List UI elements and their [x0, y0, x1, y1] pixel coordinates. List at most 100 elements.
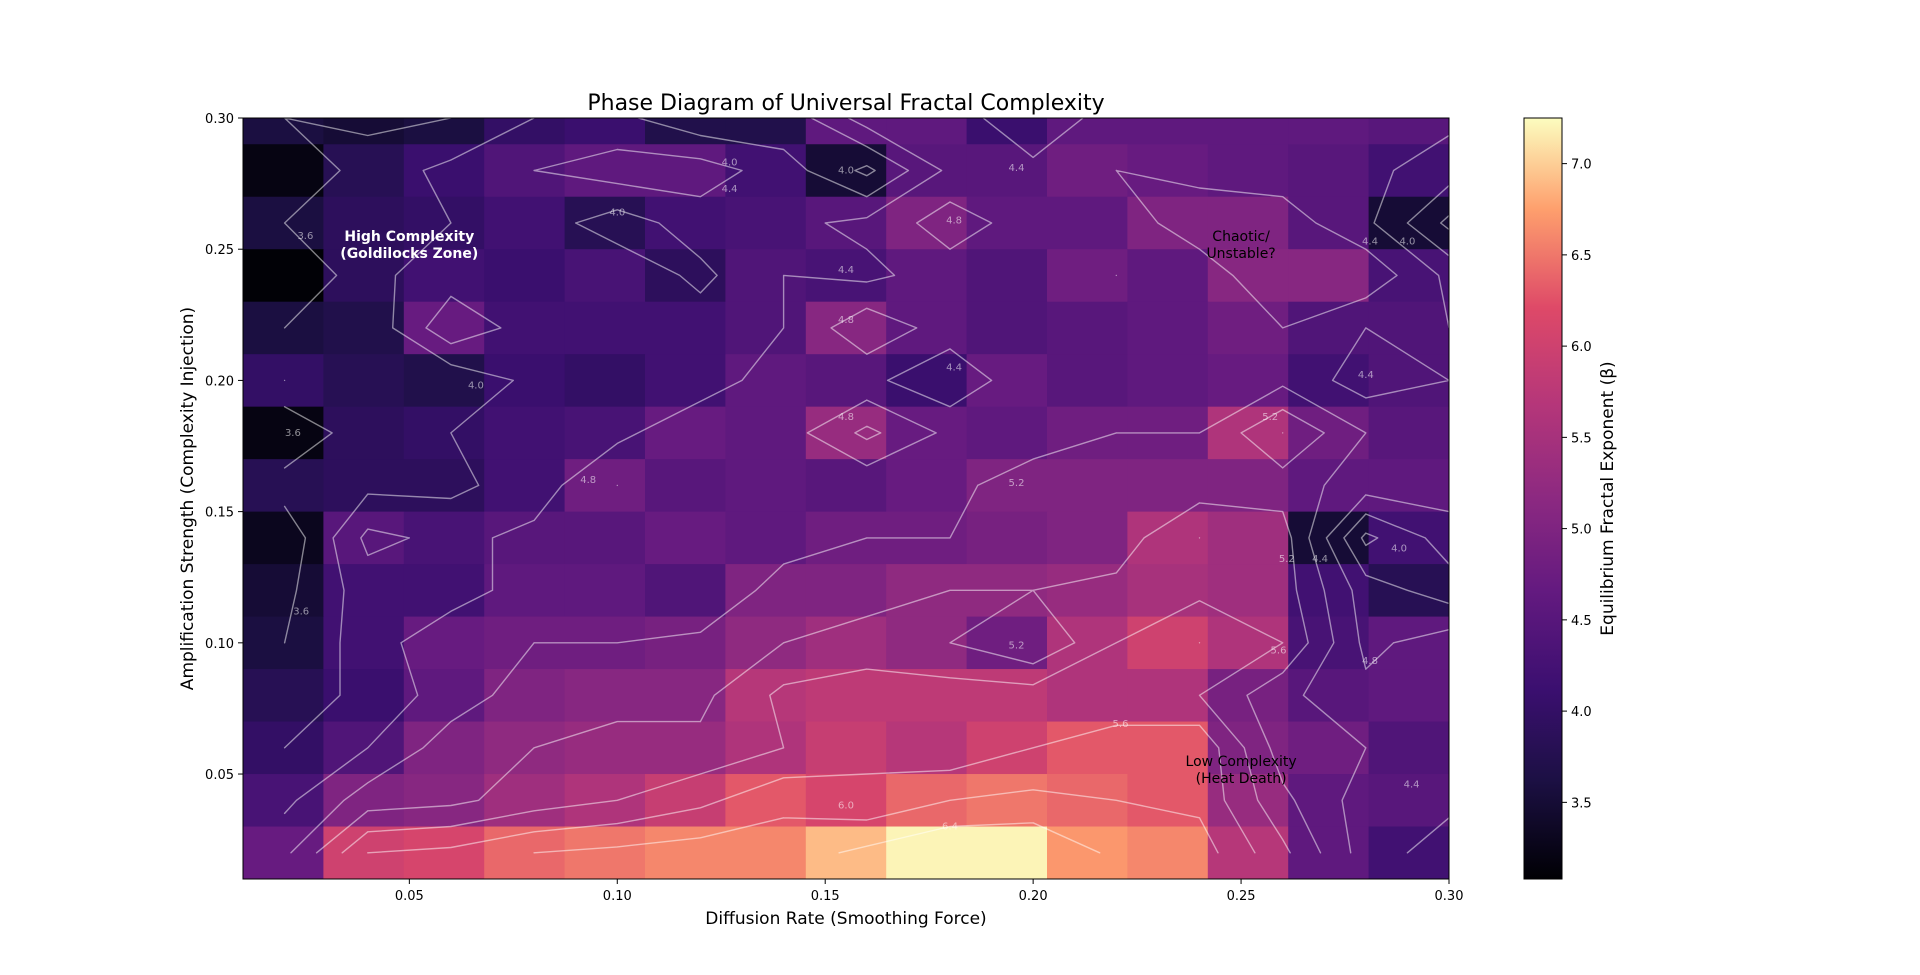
heatmap-cell: [1368, 301, 1449, 355]
heatmap-cell: [1207, 301, 1289, 355]
contour-label: 4.4: [1404, 780, 1420, 791]
x-tick-label: 0.10: [603, 889, 632, 904]
heatmap-cell: [1288, 669, 1370, 723]
heatmap-cell: [323, 564, 405, 618]
contour-label: 4.4: [946, 362, 962, 373]
heatmap-cell: [243, 564, 324, 618]
heatmap-cell: [323, 511, 405, 565]
heatmap-cell: [1288, 459, 1370, 513]
heatmap-cell: [805, 249, 887, 303]
contour-label: 5.6: [1271, 646, 1287, 657]
heatmap-cell: [243, 826, 324, 879]
heatmap-cell: [1207, 144, 1289, 198]
contour-line: [283, 118, 1449, 854]
chart-title: Phase Diagram of Universal Fractal Compl…: [587, 91, 1104, 116]
colorbar-tick-label: 4.0: [1571, 705, 1592, 720]
heatmap-cell: [484, 354, 566, 408]
annotation-line: High Complexity: [344, 229, 474, 245]
contour-label: 4.0: [838, 166, 854, 177]
heatmap-cell: [1207, 826, 1289, 879]
heatmap-cell: [1207, 774, 1289, 828]
heatmap-cell: [403, 118, 485, 145]
heatmap-cell: [645, 564, 726, 618]
heatmap-cell: [886, 196, 968, 250]
heatmap-cell: [1207, 406, 1289, 460]
heatmap-cell: [1207, 196, 1289, 250]
colorbar-tick-label: 4.5: [1571, 614, 1592, 629]
heatmap-cell: [966, 406, 1048, 460]
heatmap-cell: [1207, 564, 1289, 618]
contour-line: [838, 822, 1101, 854]
annotation-line: Low Complexity: [1186, 754, 1297, 770]
contour-label: 4.4: [1358, 370, 1374, 381]
contour-label: 4.0: [609, 208, 625, 219]
heatmap-cell: [323, 459, 405, 513]
heatmap-cell: [1127, 774, 1209, 828]
y-tick-label: 0.15: [205, 506, 234, 521]
x-tick-label: 0.15: [811, 889, 840, 904]
contour-label: 4.8: [1362, 656, 1378, 667]
heatmap-cell: [1288, 196, 1370, 250]
contour-label: 4.0: [1391, 543, 1407, 554]
contour-label: 5.2: [1279, 554, 1295, 565]
heatmap-cell: [1127, 459, 1209, 513]
annotation-line: Chaotic/: [1212, 229, 1270, 245]
heatmap-cells: [243, 118, 1449, 879]
heatmap-cell: [1288, 774, 1370, 828]
heatmap-cell: [564, 354, 646, 408]
heatmap-cell: [966, 774, 1048, 828]
colorbar-tick-label: 7.0: [1571, 158, 1592, 173]
heatmap-cell: [1127, 118, 1209, 145]
heatmap-cell: [564, 118, 646, 145]
contour-label: 6.4: [942, 822, 958, 833]
heatmap-cell: [1207, 511, 1289, 565]
heatmap-cell: [886, 249, 968, 303]
heatmap-cell: [564, 196, 646, 250]
heatmap-cell: [966, 144, 1048, 198]
heatmap-cell: [886, 669, 968, 723]
heatmap-cell: [1288, 249, 1370, 303]
heatmap-cell: [1288, 118, 1370, 145]
heatmap-cell: [564, 826, 646, 879]
colorbar-label: Equilibrium Fractal Exponent (β): [1598, 361, 1618, 635]
heatmap-cell: [645, 511, 726, 565]
heatmap-cell: [725, 721, 807, 775]
heatmap-cell: [403, 354, 485, 408]
heatmap-cell: [725, 616, 807, 670]
heatmap-cell: [805, 196, 887, 250]
heatmap-cell: [1368, 144, 1449, 198]
heatmap-cell: [243, 144, 324, 198]
heatmap-cell: [484, 721, 566, 775]
heatmap-cell: [243, 616, 324, 670]
x-tick-label: 0.05: [395, 889, 424, 904]
heatmap-cell: [1288, 511, 1370, 565]
heatmap-cell: [725, 144, 807, 198]
heatmap-cell: [1288, 826, 1370, 879]
x-axis-ticks: 0.05 0.10 0.15 0.20 0.25 0.30: [395, 879, 1463, 904]
heatmap-cell: [1207, 249, 1289, 303]
heatmap-cell: [403, 196, 485, 250]
heatmap-cell: [966, 118, 1048, 145]
annotation-text: High Complexity (Goldilocks Zone): [340, 229, 478, 262]
heatmap-cell: [323, 616, 405, 670]
heatmap-cell: [966, 511, 1048, 565]
colorbar: [1523, 117, 1563, 880]
heatmap-cell: [564, 301, 646, 355]
heatmap-cell: [966, 721, 1048, 775]
heatmap-cell: [645, 774, 726, 828]
heatmap-cell: [403, 721, 485, 775]
heatmap-cell: [243, 301, 324, 355]
heatmap-cell: [966, 249, 1048, 303]
heatmap-cell: [243, 459, 324, 513]
heatmap-cell: [966, 354, 1048, 408]
heatmap-cell: [484, 196, 566, 250]
heatmap-cell: [243, 249, 324, 303]
colorbar-tick-label: 5.0: [1571, 523, 1592, 538]
heatmap-cell: [1127, 144, 1209, 198]
heatmap-cell: [886, 721, 968, 775]
heatmap-cell: [323, 669, 405, 723]
heatmap-cell: [886, 826, 968, 879]
heatmap-cell: [1127, 249, 1209, 303]
heatmap-cell: [966, 826, 1048, 879]
